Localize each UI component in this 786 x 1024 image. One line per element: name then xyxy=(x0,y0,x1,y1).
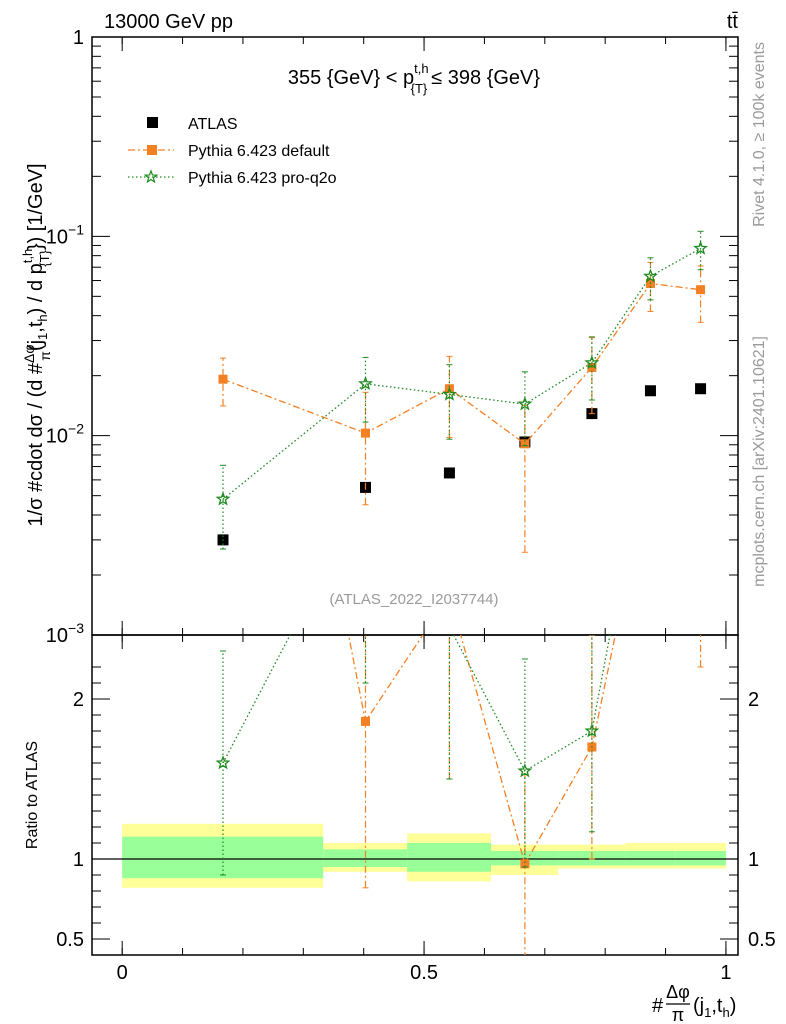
default-data-point xyxy=(520,439,530,449)
proq2o-ratio-point xyxy=(645,413,656,424)
svg-text:1/σ #cdot dσ / (d #Δφπ(j1,th): 1/σ #cdot dσ / (d #Δφπ(j1,th) / d pt,h {T… xyxy=(20,163,53,526)
energy-label: 13000 GeV pp xyxy=(104,11,233,33)
ratio-y-tick-label-right: 1 xyxy=(748,849,759,871)
proq2o-ratio-point xyxy=(695,205,706,216)
atlas-data-point xyxy=(695,383,707,395)
ratio-plot-frame xyxy=(91,634,739,956)
ratio-line-2 xyxy=(222,635,611,772)
ratio-line-1 xyxy=(347,635,617,866)
proq2o-ratio-point xyxy=(444,621,455,632)
ratio-y-tick-label-left: 2 xyxy=(73,689,84,711)
ratio-y-tick-label-right: 0.5 xyxy=(748,929,776,951)
x-tick-label: 1 xyxy=(720,962,731,984)
y-tick-label: 10−2 xyxy=(46,421,84,448)
proq2o-data-point xyxy=(693,240,709,255)
legend-marker-default xyxy=(147,145,157,155)
proq2o-data-point xyxy=(215,491,231,506)
default-data-point xyxy=(360,428,370,438)
y-tick-label: 1 xyxy=(73,27,84,49)
ratio-band-inner xyxy=(625,851,676,866)
ratio-uncertainty-bands xyxy=(92,823,738,888)
svg-text:#: # xyxy=(652,995,664,1017)
proq2o-ratio-point xyxy=(215,755,231,770)
legend-label-default: Pythia 6.423 default xyxy=(188,143,330,160)
proq2o-data-point xyxy=(517,396,533,411)
ratio-band-inner xyxy=(122,836,324,879)
y-tick-label: 10−1 xyxy=(46,221,84,248)
default-ratio-point xyxy=(520,859,530,869)
y-tick-label: 10−3 xyxy=(46,620,84,647)
axes-ticks: 0 0.5 1 1 10−1 10−2 10−3 2 2 1 1 0.5 0.5 xyxy=(46,27,776,984)
proq2o-data-point xyxy=(642,268,658,283)
ratio-y-tick-label-left: 1 xyxy=(73,849,84,871)
default-ratio-point xyxy=(646,463,655,472)
rivet-label: Rivet 4.1.0, ≥ 100k events xyxy=(751,42,768,227)
legend-marker-atlas xyxy=(147,117,158,128)
default-ratio-point xyxy=(360,716,370,726)
default-data-point xyxy=(696,285,706,295)
ratio-y-tick-label-left: 0.5 xyxy=(56,929,84,951)
ratio-band-inner xyxy=(407,843,492,872)
proq2o-ratio-point xyxy=(517,763,533,778)
x-tick-label: 0.5 xyxy=(410,962,438,984)
atlas-data-point xyxy=(644,385,656,397)
main-data xyxy=(215,230,709,553)
ratio-band-inner xyxy=(675,851,726,866)
proq2o-data-point xyxy=(358,375,373,391)
legend-marker-proq2o xyxy=(143,169,159,184)
ratio-data xyxy=(215,205,706,955)
legend-label-atlas: ATLAS xyxy=(188,116,238,133)
x-axis-label: # Δφ π (j1,th) xyxy=(652,982,736,1024)
proq2o-ratio-point xyxy=(584,723,600,738)
default-data-point xyxy=(218,374,228,384)
ratio-band-inner xyxy=(323,849,408,867)
ratio-y-tick-label-right: 2 xyxy=(748,689,759,711)
svg-text:π: π xyxy=(672,1005,684,1024)
process-label: tt̄ xyxy=(727,11,739,33)
analysis-id: (ATLAS_2022_I2037744) xyxy=(329,591,498,608)
svg-text:(j1,th): (j1,th) xyxy=(693,995,736,1020)
legend: ATLAS Pythia 6.423 default Pythia 6.423 … xyxy=(128,116,337,187)
atlas-data-point xyxy=(443,467,455,479)
legend-label-proq2o: Pythia 6.423 pro-q2o xyxy=(188,170,337,187)
mcplots-label: mcplots.cern.ch [arXiv:2401.10621] xyxy=(751,336,768,587)
proq2o-data-point xyxy=(441,386,457,401)
series-line-2 xyxy=(222,247,701,500)
x-tick-label: 0 xyxy=(117,962,128,984)
proq2o-data-point xyxy=(584,354,600,370)
y-axis-label: 1/σ #cdot dσ / (d #Δφπ(j1,th) / d pt,h {T… xyxy=(20,163,53,526)
default-ratio-point xyxy=(696,511,705,520)
svg-text:Δφ: Δφ xyxy=(666,982,690,1002)
ratio-y-axis-label: Ratio to ATLAS xyxy=(24,741,41,849)
plot-title: 355 {GeV} < pt,h {T} ≤ 398 {GeV} xyxy=(288,61,540,96)
